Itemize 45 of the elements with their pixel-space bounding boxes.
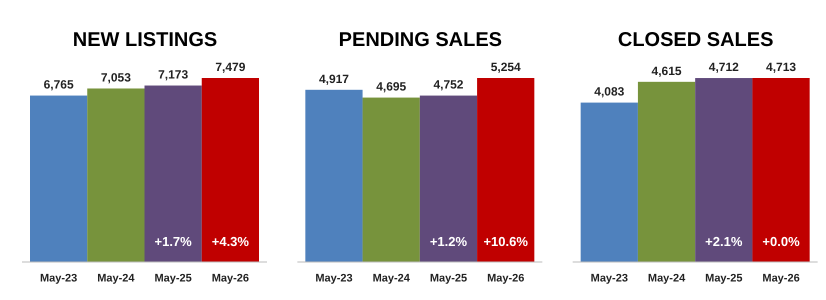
data-label: 4,083 [594,84,625,99]
chart-title: NEW LISTINGS [72,29,218,51]
annotation: +4.3% [212,234,250,249]
data-label: 4,615 [652,64,682,78]
data-label: 5,254 [490,60,522,74]
data-label: 7,173 [158,68,188,82]
data-label: 4,712 [708,60,740,74]
data-label: 6,765 [44,78,74,92]
bar [144,86,202,262]
annotation: +1.2% [430,234,468,249]
data-label: 7,479 [215,60,246,74]
x-tick-label: May-23 [40,272,78,284]
bar [580,102,638,262]
bar [477,78,534,262]
x-tick-label: May-26 [762,272,800,284]
bar [202,78,259,262]
bar [420,96,478,262]
x-tick-label: May-26 [487,272,524,284]
bar [87,88,144,262]
x-tick-label: May-23 [590,272,628,284]
x-tick-label: May-24 [372,272,411,284]
chart-title: CLOSED SALES [618,29,774,51]
x-tick-label: May-25 [430,272,468,284]
data-label: 4,917 [318,72,350,86]
data-label: 4,713 [766,60,796,74]
bar [362,98,420,262]
x-tick-label: May-26 [212,272,250,284]
annotation: +10.6% [483,234,528,249]
x-tick-label: May-24 [97,272,136,284]
annotation: +1.7% [154,234,192,249]
annotation: +0.0% [762,234,800,249]
bar [752,78,810,262]
data-label: 7,053 [100,70,132,84]
x-tick-label: May-25 [705,272,742,284]
bar [638,82,696,262]
chart-title: PENDING SALES [338,29,502,51]
bar [30,96,88,262]
data-label: 4,695 [376,80,407,94]
annotation: +2.1% [705,234,743,249]
x-tick-label: May-23 [315,272,353,284]
bar [305,90,363,262]
x-tick-label: May-24 [648,272,686,284]
data-label: 4,752 [433,78,464,92]
bar [695,78,752,262]
x-tick-label: May-25 [154,272,192,284]
